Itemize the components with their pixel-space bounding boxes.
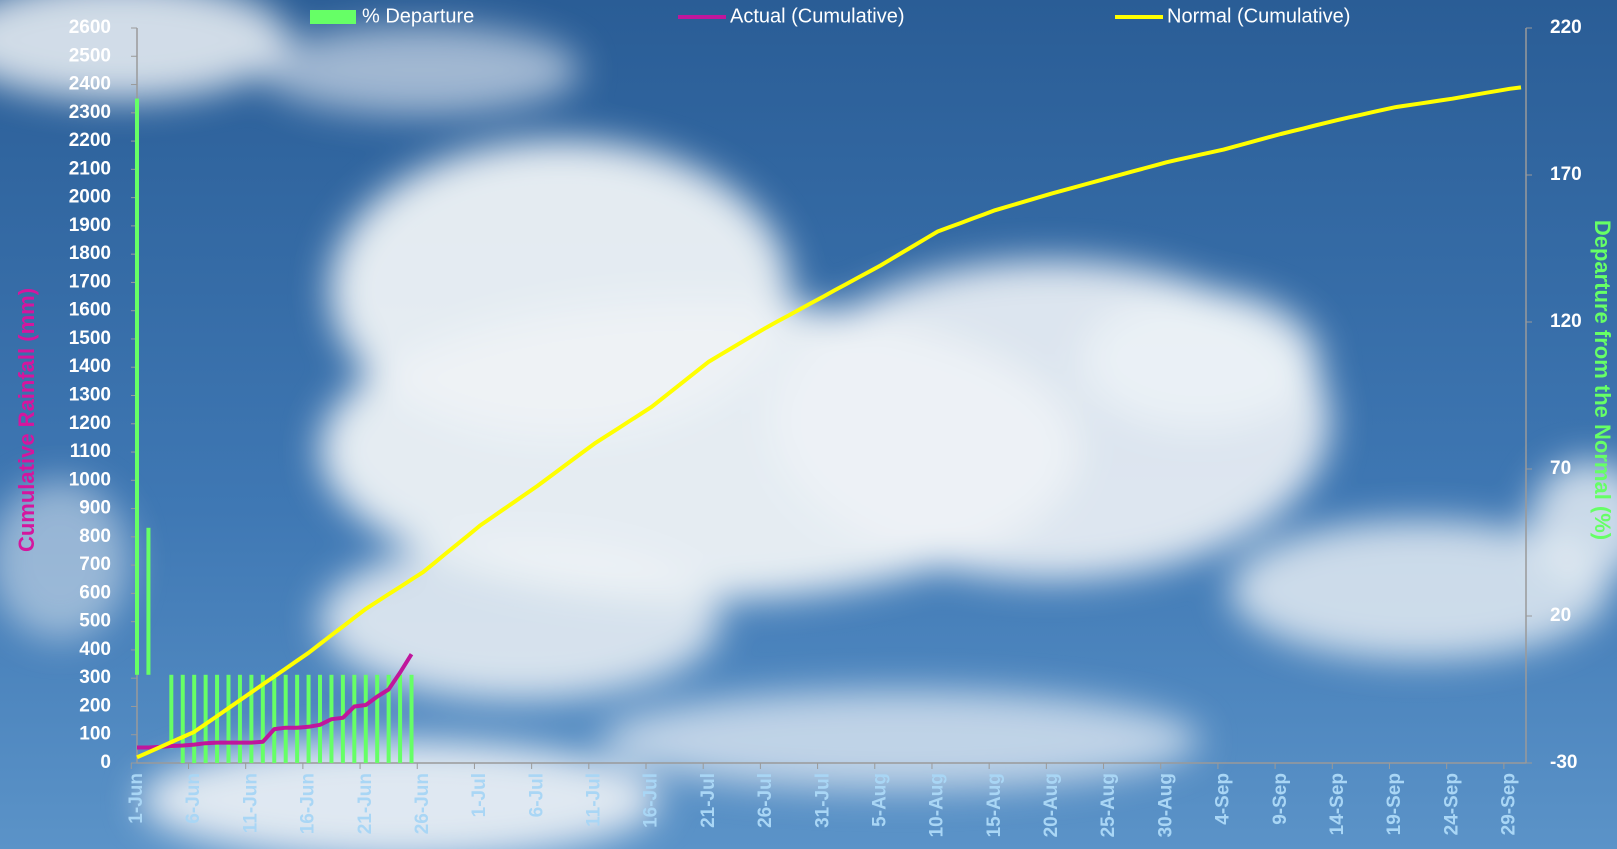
y-tick-label: 0 [100,752,111,773]
y-tick-label: 900 [79,498,111,519]
legend-label: % Departure [362,5,474,27]
x-tick-label: 24-Sep [1441,773,1462,835]
y2-tick-label: 170 [1550,164,1582,185]
y-tick-label: 1900 [69,215,111,236]
y-tick-label: 400 [79,639,111,660]
x-tick-label: 6-Jun [183,773,204,824]
legend-label: Actual (Cumulative) [730,5,905,27]
x-tick-label: 26-Jun [412,773,433,834]
y2-tick-label: 20 [1550,605,1571,626]
x-tick-label: 15-Aug [984,773,1005,837]
y2-tick-label: 70 [1550,458,1571,479]
departure-bar [237,674,242,763]
y-tick-label: 600 [79,582,111,603]
y2-tick-label: 220 [1550,17,1582,38]
y-tick-label: 1000 [69,469,111,490]
x-tick-label: 1-Jun [126,773,147,824]
departure-bar [398,674,403,763]
x-tick-label: 21-Jun [355,773,376,834]
y-tick-label: 2100 [69,158,111,179]
series-line [137,653,414,750]
y-tick-label: 1300 [69,385,111,406]
departure-bar [169,674,174,749]
departure-bar [226,674,231,763]
x-tick-label: 25-Aug [1098,773,1119,837]
y-tick-label: 2500 [69,45,111,66]
x-tick-label: 21-Jul [698,773,719,828]
x-tick-label: 11-Jul [584,773,605,827]
departure-bar [363,674,368,763]
departure-bar [272,674,277,763]
y-tick-label: 700 [79,554,111,575]
x-tick-label: 16-Jun [298,773,319,834]
x-tick-label: 10-Aug [927,773,948,837]
y-tick-label: 1100 [70,441,111,462]
y2-tick-label: -30 [1550,752,1577,773]
y2-tick-label: 120 [1550,311,1582,332]
x-tick-label: 6-Jul [526,773,547,817]
departure-bar [192,674,197,763]
y-tick-label: 100 [79,724,111,745]
x-tick-label: 16-Jul [641,773,662,828]
y-tick-label: 800 [79,526,111,547]
x-tick-label: 26-Jul [755,773,776,828]
departure-bar [249,674,254,763]
x-tick-label: 4-Sep [1213,773,1234,825]
x-tick-label: 9-Sep [1270,773,1291,825]
departure-bar [306,674,311,763]
y-tick-label: 2400 [69,74,111,95]
y-tick-label: 200 [79,695,111,716]
y-tick-label: 300 [79,667,111,688]
departure-bar [180,674,185,763]
departure-bar [260,674,265,763]
y-tick-label: 500 [79,611,111,632]
legend-label: Normal (Cumulative) [1167,5,1350,27]
x-tick-label: 19-Sep [1384,773,1405,835]
y-tick-label: 2600 [69,17,111,38]
x-tick-label: 30-Aug [1155,773,1176,837]
x-tick-label: 1-Jul [469,773,490,817]
departure-bar [135,98,139,675]
x-tick-label: 29-Sep [1499,773,1520,835]
departure-bar [352,674,357,763]
y-tick-label: 1800 [69,243,111,264]
y-axis-title: Cumulative Rainfall (mm) [14,288,39,552]
departure-bar [215,674,220,763]
departure-bar [283,674,288,763]
series-line [136,85,1522,760]
y-tick-label: 1600 [69,300,111,321]
y2-axis-title: Departure from the Normal (%) [1590,220,1615,540]
y-tick-label: 1400 [69,356,111,377]
departure-bar [203,674,208,763]
x-tick-label: 5-Aug [869,773,890,827]
x-tick-label: 14-Sep [1327,773,1348,835]
y-tick-label: 2200 [69,130,111,151]
y-tick-label: 1700 [69,271,111,292]
departure-bar [409,674,414,763]
y-tick-label: 2000 [69,187,111,208]
departure-bar [375,674,380,763]
departure-bar [295,674,300,763]
x-tick-label: 31-Jul [812,773,833,828]
departure-bar [318,674,323,763]
y-tick-label: 1500 [69,328,111,349]
y-tick-label: 2300 [69,102,111,123]
y-tick-label: 1200 [69,413,111,434]
x-tick-label: 11-Jun [240,773,261,833]
x-tick-label: 20-Aug [1041,773,1062,837]
departure-bar [386,674,391,763]
departure-bar [146,527,151,675]
legend-swatch [310,10,356,24]
